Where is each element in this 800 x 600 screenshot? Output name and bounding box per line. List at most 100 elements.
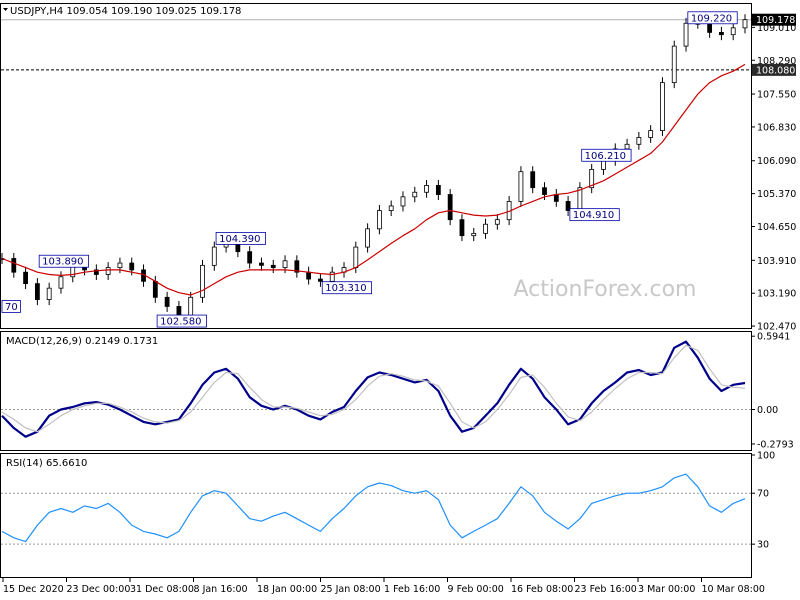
price-candle-body — [494, 219, 500, 225]
price-candle-body — [376, 210, 382, 230]
price-annotation-box — [687, 11, 738, 25]
rsi-axis: 100 70 30 — [751, 451, 775, 551]
price-tick-label: 103.910 — [757, 256, 796, 267]
price-candle-body — [365, 228, 371, 248]
rsi-tick-label: 100 — [757, 451, 775, 462]
price-tick-label: 108.290 — [757, 56, 796, 67]
price-candle-body — [412, 191, 418, 198]
price-candle-body — [518, 171, 524, 202]
time-tick-label: 25 Jan 08:00 — [321, 584, 381, 595]
price-tick-label: 107.550 — [757, 90, 796, 101]
price-tick-label: 104.650 — [757, 222, 796, 233]
price-candle-body — [58, 276, 64, 289]
price-tick-label: 102.470 — [757, 322, 796, 333]
price-candle-body — [530, 171, 536, 189]
price-candle-body — [636, 137, 642, 145]
macd-series — [1, 340, 746, 438]
price-tick-label: 106.830 — [757, 122, 796, 133]
rsi-header: RSI(14) 65.6610 — [6, 458, 87, 469]
price-candle-body — [23, 271, 28, 285]
price-candle-body — [459, 219, 465, 237]
price-candle-body — [329, 271, 335, 282]
price-panel-frame — [0, 3, 752, 329]
price-tick-label: 106.090 — [757, 156, 796, 167]
price-candle-body — [318, 278, 323, 282]
macd-panel-frame — [0, 331, 752, 451]
price-candle-body — [730, 27, 736, 36]
time-axis: 15 Dec 2020 23 Dec 00:00 31 Dec 08:00 8 Jan… — [2, 578, 765, 595]
price-candle-body — [624, 143, 630, 150]
price-candle-body — [553, 194, 559, 202]
macd-header: MACD(12,26,9) 0.2149 0.1731 — [6, 336, 158, 347]
price-candle-body — [129, 262, 135, 271]
reference-level-tag — [752, 63, 796, 76]
price-header: USDJPY,H4 109.054 109.190 109.025 109.17… — [10, 6, 241, 17]
header-marker-icon — [3, 8, 8, 11]
price-reference-lines — [1, 19, 751, 71]
time-tick-label: 8 Jan 16:00 — [194, 584, 248, 595]
rsi-series — [1, 473, 746, 543]
price-annotation-label: 103.890 — [42, 257, 83, 268]
price-candle-body — [471, 232, 477, 237]
rsi-tick-label: 30 — [757, 540, 769, 551]
price-annotation-box — [581, 148, 632, 162]
price-annotation-label: 103.310 — [325, 283, 366, 294]
price-candle-body — [93, 269, 99, 275]
price-candle-body — [424, 185, 429, 193]
price-candle-body — [683, 22, 689, 47]
time-tick-label: 3 Mar 00:00 — [638, 584, 695, 595]
price-annotation-box — [215, 231, 266, 245]
price-candle-body — [648, 130, 654, 138]
price-tick-label: 109.010 — [757, 23, 796, 34]
macd-axis: 0.5941 0.00 -0.2793 — [751, 332, 794, 450]
price-series — [0, 14, 748, 322]
price-annotation-label: 104.390 — [219, 234, 260, 245]
price-candle-body — [742, 19, 748, 29]
price-candle-body — [483, 223, 488, 234]
price-candle-body — [660, 82, 665, 132]
time-tick-label: 23 Feb 16:00 — [575, 584, 637, 595]
price-annotation-box — [156, 314, 207, 328]
price-candle-body — [707, 22, 713, 33]
macd-tick-label: 0.5941 — [757, 332, 790, 343]
price-candle-body — [353, 246, 359, 269]
price-candle-body — [164, 296, 170, 307]
price-line-moving-average — [1, 63, 746, 296]
macd-line-signal — [1, 344, 746, 433]
price-annotation-label: 70 — [5, 302, 18, 313]
price-annotation-box — [321, 281, 373, 295]
price-candle-body — [188, 296, 194, 316]
price-annotation-label: 102.580 — [160, 317, 201, 328]
price-candle-body — [294, 260, 300, 273]
price-tick-label: 103.190 — [757, 289, 796, 300]
price-candle-body — [671, 45, 677, 84]
price-candle-body — [117, 262, 123, 269]
rsi-line-rsi — [1, 473, 746, 543]
price-candle-body — [105, 267, 111, 275]
price-candle-body — [719, 32, 724, 36]
price-candle-body — [589, 169, 595, 189]
price-annotation-label: 109.220 — [691, 13, 732, 24]
time-tick-label: 18 Jan 00:00 — [257, 584, 317, 595]
price-annotation-box — [569, 208, 620, 222]
price-candle-body — [200, 264, 205, 298]
macd-line-macd — [1, 340, 746, 438]
price-candle-body — [447, 194, 453, 221]
rsi-panel-frame — [0, 453, 752, 578]
macd-tick-label: -0.2793 — [757, 439, 794, 450]
time-tick-label: 1 Feb 16:00 — [384, 584, 440, 595]
time-tick-label: 15 Dec 2020 — [3, 584, 64, 595]
price-candle-body — [34, 283, 40, 300]
price-candle-body — [247, 251, 253, 264]
price-annotation-box — [1, 300, 21, 313]
price-tick-label: 105.370 — [757, 189, 796, 200]
reference-level-label: 108.080 — [756, 65, 795, 76]
rsi-tick-label: 70 — [757, 489, 769, 500]
price-axis: 109.010 108.290 107.550 106.830 106.090 105.3… — [751, 13, 796, 333]
price-candle-body — [388, 205, 394, 211]
current-price-tag — [752, 13, 796, 26]
price-candle-body — [211, 246, 217, 266]
price-candle-body — [11, 258, 17, 273]
time-tick-label: 9 Feb 00:00 — [448, 584, 504, 595]
price-candle-body — [176, 306, 182, 316]
